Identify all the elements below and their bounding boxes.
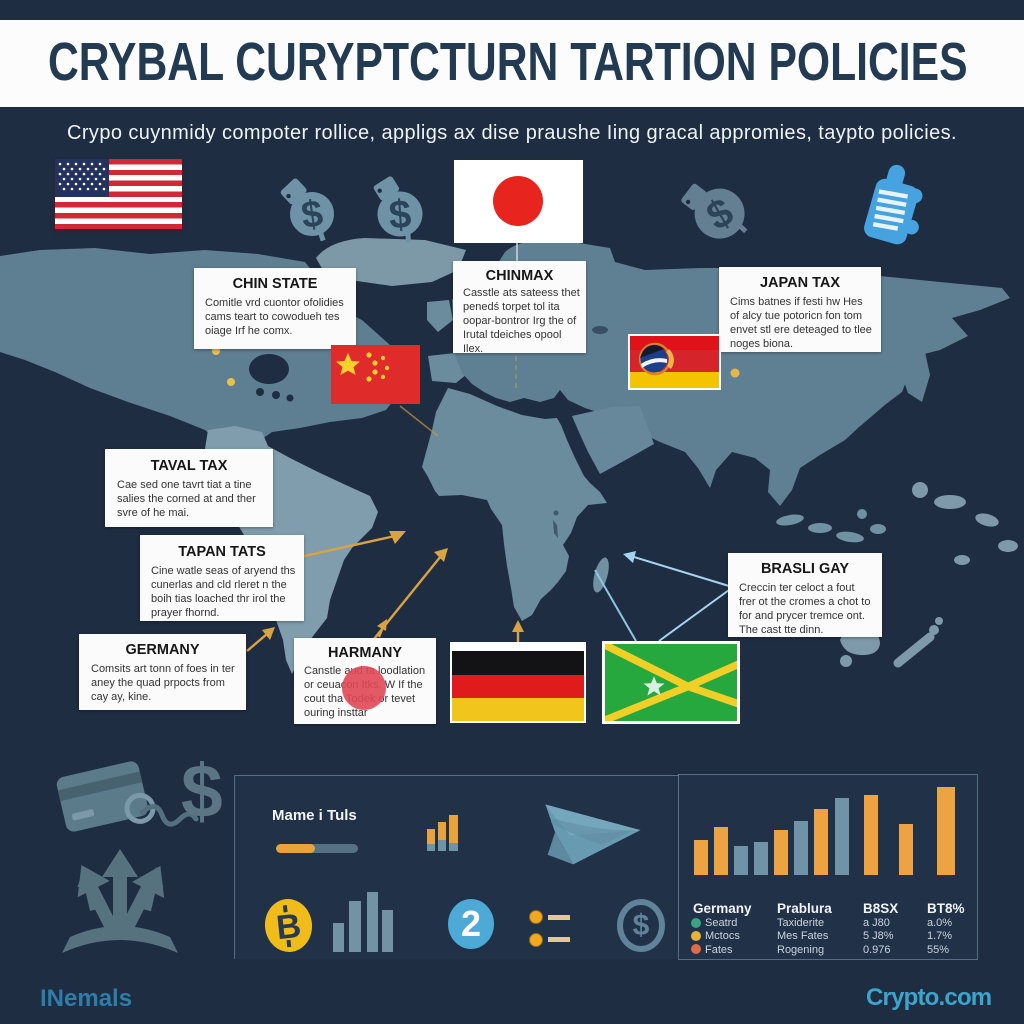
svg-text:$: $ [387,192,412,237]
